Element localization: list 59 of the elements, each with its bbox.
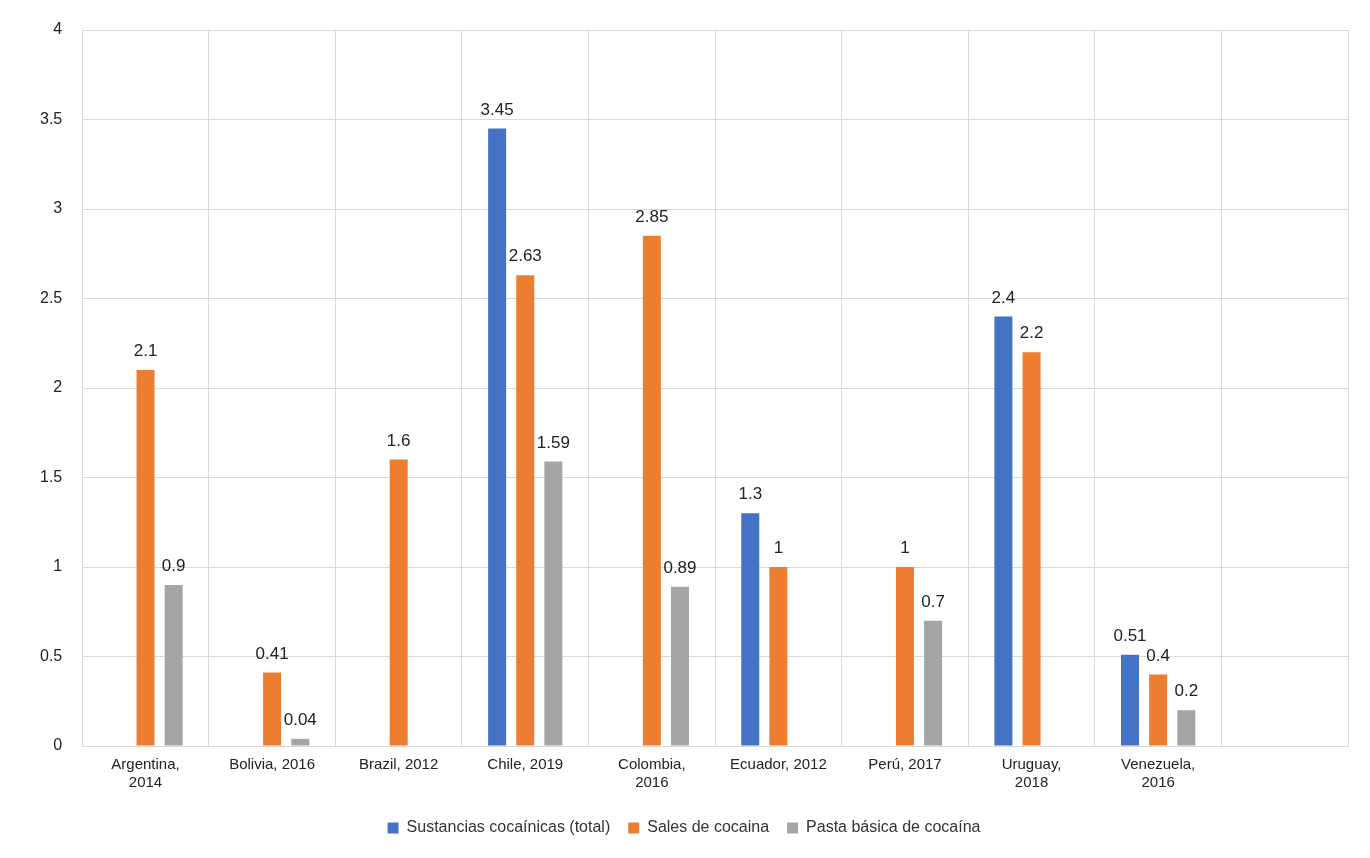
- data-label: 0.41: [255, 643, 289, 663]
- bar: [488, 128, 507, 746]
- x-tick-label: Bolivia, 2016: [229, 755, 316, 773]
- x-tick-label: Brazil, 2012: [359, 755, 439, 773]
- data-label: 3.45: [480, 99, 514, 119]
- data-label: 1.59: [536, 432, 570, 452]
- bar: [291, 738, 310, 746]
- bar: [642, 235, 661, 746]
- bar: [544, 461, 563, 746]
- data-label: 2.4: [991, 287, 1016, 307]
- y-tick-label: 3: [53, 199, 63, 217]
- y-tick-label: 0: [53, 736, 63, 754]
- data-label: 2.63: [508, 246, 542, 266]
- data-label: 0.2: [1174, 681, 1199, 701]
- y-tick-label: 1: [53, 557, 63, 575]
- data-label: 0.04: [283, 710, 317, 730]
- x-tick-label: Venezuela, 2016: [1121, 755, 1196, 791]
- y-tick-label: 4: [53, 20, 63, 38]
- data-label: 0.4: [1146, 645, 1170, 665]
- y-tick-label: 3.5: [39, 109, 63, 127]
- data-label: 1.6: [386, 430, 411, 450]
- data-label: 2.1: [133, 341, 158, 361]
- bar: [1120, 654, 1139, 746]
- y-tick-label: 1.5: [39, 467, 63, 485]
- legend-label: Pasta básica de cocaína: [806, 818, 981, 836]
- bar: [769, 567, 788, 746]
- x-tick-label: Colombia, 2016: [618, 755, 686, 791]
- x-tick-label: Chile, 2019: [487, 755, 564, 773]
- data-label: 0.9: [161, 556, 186, 576]
- data-label: 1: [773, 538, 784, 558]
- y-tick-label: 0.5: [39, 646, 63, 664]
- legend-label: Sales de cocaina: [647, 818, 770, 836]
- bar: [263, 672, 282, 746]
- x-tick-label: Argentina, 2014: [111, 755, 180, 791]
- data-label: 0.7: [921, 591, 945, 611]
- x-tick-label: Ecuador, 2012: [730, 755, 827, 773]
- bar: [895, 567, 914, 746]
- data-label: 0.51: [1113, 625, 1147, 645]
- bar: [924, 620, 943, 746]
- data-label: 2.2: [1019, 323, 1044, 343]
- bar: [164, 584, 183, 746]
- bar: [1022, 352, 1041, 746]
- y-tick-label: 2: [53, 378, 63, 396]
- bar: [994, 316, 1013, 746]
- data-label: 1.3: [738, 484, 763, 504]
- y-tick-label: 2.5: [39, 288, 63, 306]
- data-label: 1: [900, 538, 910, 558]
- bar: [136, 370, 155, 746]
- legend-label: Sustancias cocaínicas (total): [406, 818, 611, 836]
- bar: [516, 275, 535, 746]
- bar: [670, 586, 689, 746]
- bar: [1149, 674, 1168, 746]
- x-tick-label: Uruguay, 2018: [1001, 755, 1062, 791]
- x-tick-label: Perú, 2017: [868, 755, 942, 773]
- bar: [389, 459, 408, 746]
- bar: [1177, 710, 1196, 746]
- data-label: 0.89: [663, 557, 697, 577]
- data-label: 2.85: [635, 207, 669, 227]
- bar: [741, 513, 760, 746]
